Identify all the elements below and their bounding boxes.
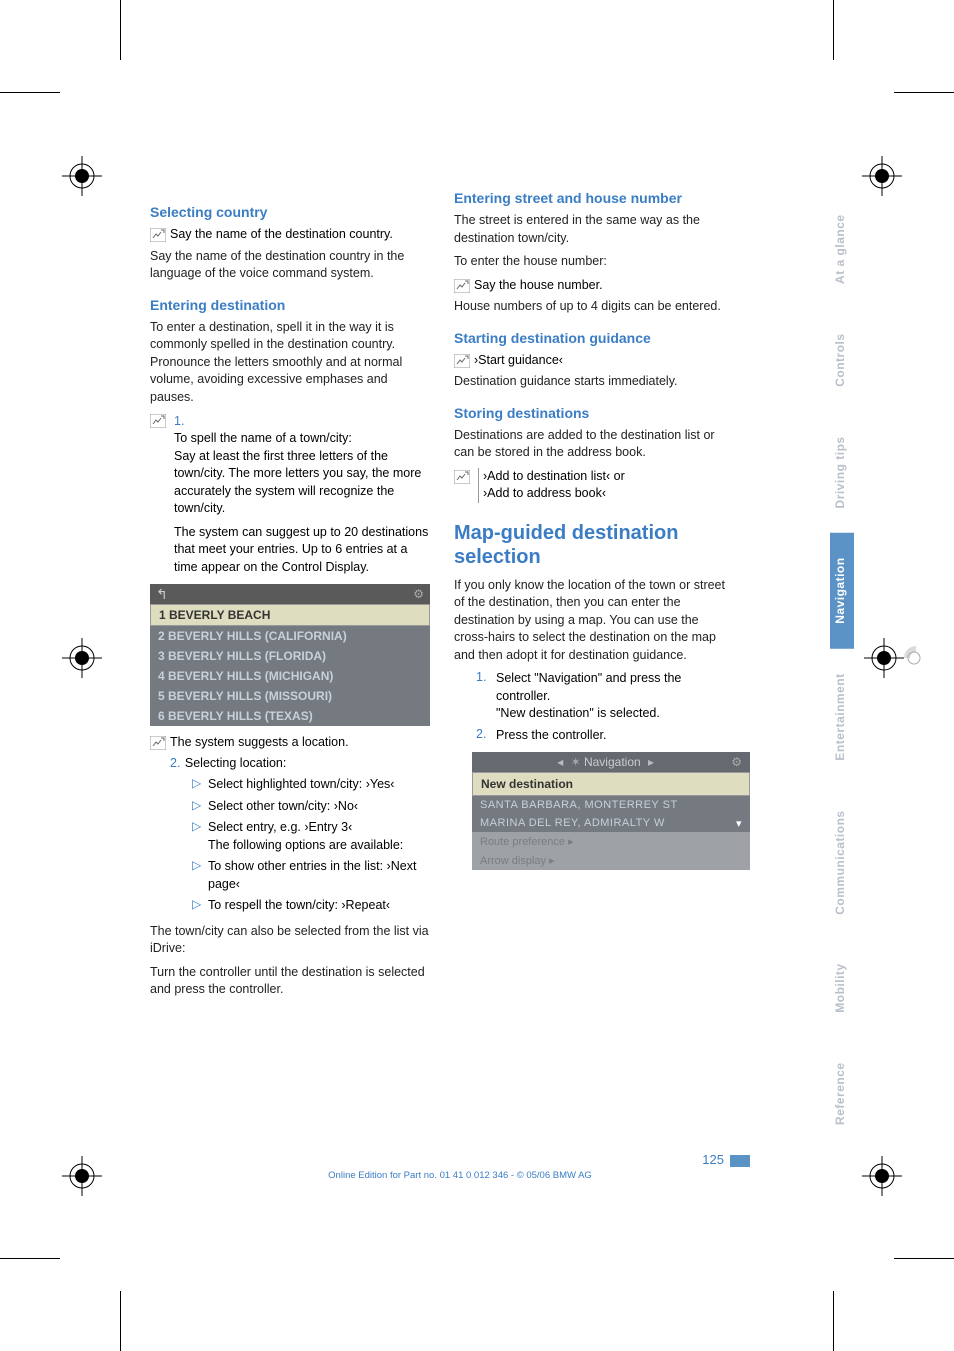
reg-top-left [62, 156, 102, 201]
body-text: Destination guidance starts immediately. [454, 373, 734, 391]
list-item: New destination [472, 772, 750, 796]
crop-mark [120, 0, 121, 60]
list-item: 6 BEVERLY HILLS (TEXAS) [150, 706, 430, 726]
list-item: 5 BEVERLY HILLS (MISSOURI) [150, 686, 430, 706]
navigation-screenshot: ◂ ✶ Navigation ▸ ⚙ New destination SANTA… [472, 752, 750, 870]
crop-mark [894, 92, 954, 93]
gear-icon: ⚙ [413, 587, 424, 601]
reg-bot-left [62, 1156, 102, 1201]
body-text: The street is entered in the same way as… [454, 212, 734, 247]
crop-mark [120, 1291, 121, 1351]
page-number: 125 [160, 1152, 760, 1167]
body-text: To enter a destination, spell it in the … [150, 319, 430, 407]
voice-instruction: ›Start guidance‹ [454, 352, 734, 370]
nav-screenshot-header: ◂ ✶ Navigation ▸ ⚙ [472, 752, 750, 772]
page-footer: 125 Online Edition for Part no. 01 41 0 … [160, 1152, 760, 1181]
arrow-right-icon: ▸ [648, 755, 654, 769]
voice-instruction: ›Add to destination list‹ or ›Add to add… [454, 468, 734, 503]
voice-icon [150, 414, 166, 428]
crop-mark [0, 1258, 60, 1259]
list-item: 3 BEVERLY HILLS (FLORIDA) [150, 646, 430, 666]
triangle-bullet-icon: ▷ [192, 858, 208, 893]
step-number: 2. [170, 756, 180, 770]
voice-icon [454, 354, 470, 368]
step-number: 1. [476, 670, 496, 723]
triangle-bullet-icon: ▷ [192, 798, 208, 816]
destination-list-screenshot: ↰ ⚙ 1 BEVERLY BEACH 2 BEVERLY HILLS (CAL… [150, 584, 430, 726]
page-bar [730, 1155, 750, 1167]
heading-map-guided: Map-guided destination selection [454, 521, 734, 569]
heading-starting-guidance: Starting destination guidance [454, 330, 734, 346]
voice-icon [454, 470, 470, 484]
arrow-left-icon: ◂ [557, 755, 563, 769]
arrow-down-icon: ▾ [736, 817, 742, 830]
sub-options: ▷Select highlighted town/city: ›Yes‹ ▷Se… [192, 776, 430, 915]
body-text: To enter the house number: [454, 253, 734, 271]
triangle-bullet-icon: ▷ [192, 897, 208, 915]
crop-mark [0, 92, 60, 93]
crop-mark [833, 0, 834, 60]
tab-reference[interactable]: Reference [830, 1038, 854, 1150]
crop-mark [894, 1258, 954, 1259]
back-arrow-icon: ↰ [156, 586, 168, 603]
reg-bot-right [862, 1156, 902, 1201]
heading-storing-destinations: Storing destinations [454, 405, 734, 421]
body-text: Say the name of the destination country … [150, 248, 430, 283]
voice-instruction: Say the house number. [454, 277, 734, 295]
triangle-bullet-icon: ▷ [192, 776, 208, 794]
list-item: 4 BEVERLY HILLS (MICHIGAN) [150, 666, 430, 686]
list-item: 1 BEVERLY BEACH [150, 604, 430, 626]
left-column: Selecting country Say the name of the de… [150, 190, 430, 1005]
body-text: The town/city can also be selected from … [150, 923, 430, 958]
body-text: If you only know the location of the tow… [454, 577, 734, 665]
triangle-bullet-icon: ▷ [192, 819, 208, 854]
body-text: House numbers of up to 4 digits can be e… [454, 298, 734, 316]
step-number: 2. [476, 727, 496, 745]
satellite-icon: ✶ [571, 755, 581, 769]
crop-mark [833, 1291, 834, 1351]
reg-top-right [862, 156, 902, 201]
arrow-right-icon: ▸ [568, 836, 574, 848]
arrow-right-icon: ▸ [549, 855, 555, 867]
voice-instruction: The system suggests a location. 2. Selec… [150, 734, 430, 772]
gear-icon: ⚙ [731, 755, 742, 769]
reg-mid-left [62, 638, 102, 683]
voice-icon [150, 736, 166, 750]
voice-instruction: Say the name of the destination country. [150, 226, 430, 244]
heading-selecting-country: Selecting country [150, 204, 430, 220]
step-1: 1. To spell the name of a town/city: Say… [150, 412, 430, 576]
footer-text: Online Edition for Part no. 01 41 0 012 … [160, 1170, 760, 1181]
list-item: SANTA BARBARA, MONTERREY ST [472, 796, 750, 814]
reg-mid-right [864, 638, 924, 683]
page-content: Selecting country Say the name of the de… [150, 190, 850, 1005]
list-item: 2 BEVERLY HILLS (CALIFORNIA) [150, 626, 430, 646]
step-number: 1. [174, 414, 184, 428]
heading-street-number: Entering street and house number [454, 190, 734, 206]
list-item: MARINA DEL REY, ADMIRALTY W▾ [472, 814, 750, 832]
screenshot-header: ↰ ⚙ [150, 584, 430, 604]
voice-icon [150, 228, 166, 242]
list-item: Route preference ▸ [472, 832, 750, 851]
right-column: Entering street and house number The str… [454, 190, 734, 1005]
list-item: Arrow display ▸ [472, 851, 750, 870]
body-text: Turn the controller until the destinatio… [150, 964, 430, 999]
body-text: The system can suggest up to 20 destinat… [174, 524, 430, 577]
heading-entering-destination: Entering destination [150, 297, 430, 313]
voice-icon [454, 279, 470, 293]
body-text: Destinations are added to the destinatio… [454, 427, 734, 462]
